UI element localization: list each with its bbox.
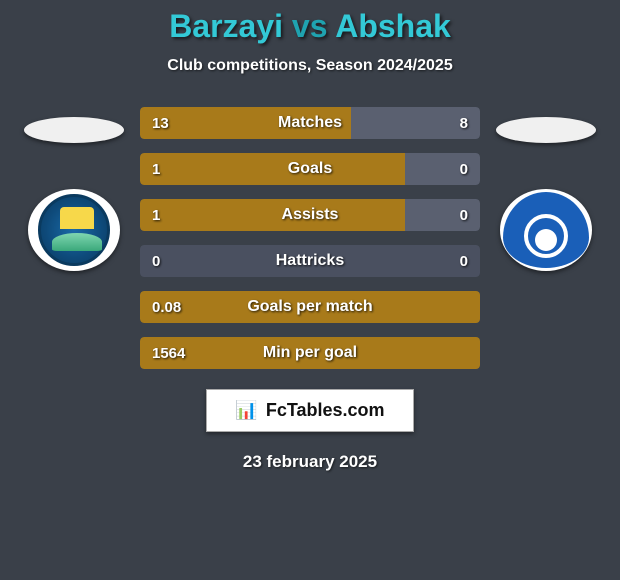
player2-club-logo — [500, 189, 592, 271]
stat-bar: 1564Min per goal — [140, 337, 480, 369]
brand-tag[interactable]: 📊 FcTables.com — [206, 389, 413, 432]
stat-label: Matches — [140, 114, 480, 132]
stat-label: Goals per match — [140, 298, 480, 316]
right-column — [496, 107, 596, 271]
stat-value-right: 0 — [460, 253, 468, 270]
date-text: 23 february 2025 — [243, 452, 377, 472]
page-title: Barzayi vs Abshak — [169, 8, 451, 45]
stat-label: Min per goal — [140, 344, 480, 362]
player1-ellipse — [24, 117, 124, 143]
stat-bar: 0.08Goals per match — [140, 291, 480, 323]
stat-label: Goals — [140, 160, 480, 178]
club-logo-right-graphic — [503, 192, 589, 268]
stat-label: Hattricks — [140, 252, 480, 270]
chart-icon: 📊 — [235, 400, 257, 421]
stat-value-right: 0 — [460, 207, 468, 224]
player1-club-logo — [28, 189, 120, 271]
stat-value-right: 0 — [460, 161, 468, 178]
main-row: 13Matches81Goals01Assists00Hattricks00.0… — [0, 107, 620, 369]
player2-ellipse — [496, 117, 596, 143]
stats-column: 13Matches81Goals01Assists00Hattricks00.0… — [140, 107, 480, 369]
stat-bar: 1Goals0 — [140, 153, 480, 185]
subtitle: Club competitions, Season 2024/2025 — [167, 57, 452, 75]
stat-label: Assists — [140, 206, 480, 224]
stat-value-right: 8 — [460, 115, 468, 132]
vs-text: vs — [292, 8, 328, 44]
stat-bar: 1Assists0 — [140, 199, 480, 231]
root: Barzayi vs Abshak Club competitions, Sea… — [0, 0, 620, 580]
stat-bar: 0Hattricks0 — [140, 245, 480, 277]
club-logo-left-graphic — [38, 194, 110, 266]
left-column — [24, 107, 124, 271]
player2-name: Abshak — [335, 8, 451, 44]
brand-text: FcTables.com — [266, 400, 385, 421]
stat-bar: 13Matches8 — [140, 107, 480, 139]
player1-name: Barzayi — [169, 8, 283, 44]
